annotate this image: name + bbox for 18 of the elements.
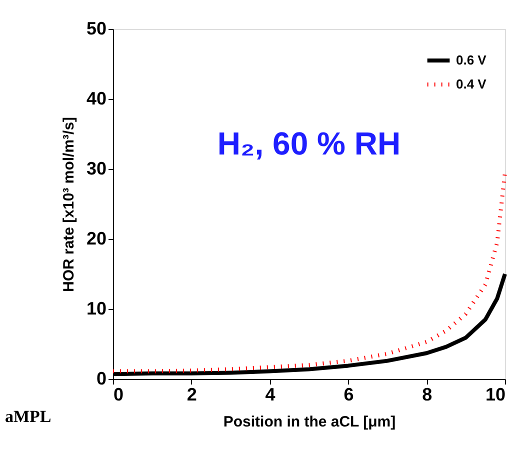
x-tick-label: 0 bbox=[114, 384, 124, 404]
y-tick-label: 40 bbox=[86, 88, 106, 108]
text: aMPL bbox=[5, 407, 52, 426]
y-tick-label: 20 bbox=[86, 228, 106, 248]
y-tick-label: 10 bbox=[86, 298, 106, 318]
legend-label: 0.4 V bbox=[456, 76, 487, 92]
y-axis-title: HOR rate [x10³ mol/m³/s] bbox=[60, 116, 78, 292]
x-tick-label: 6 bbox=[344, 384, 354, 404]
legend-label: 0.6 V bbox=[456, 52, 487, 68]
annotation: H₂, 60 % RH bbox=[217, 126, 401, 162]
x-tick-label: 2 bbox=[186, 384, 197, 404]
x-tick-label: 10 bbox=[485, 384, 506, 404]
y-tick-label: 30 bbox=[86, 158, 106, 178]
x-tick-label: 4 bbox=[265, 384, 276, 404]
y-tick-label: 50 bbox=[86, 18, 106, 38]
y-tick-label: 0 bbox=[96, 368, 106, 388]
x-tick-label: 8 bbox=[422, 384, 432, 404]
x-axis-title: Position in the aCL [μm] bbox=[223, 414, 396, 430]
